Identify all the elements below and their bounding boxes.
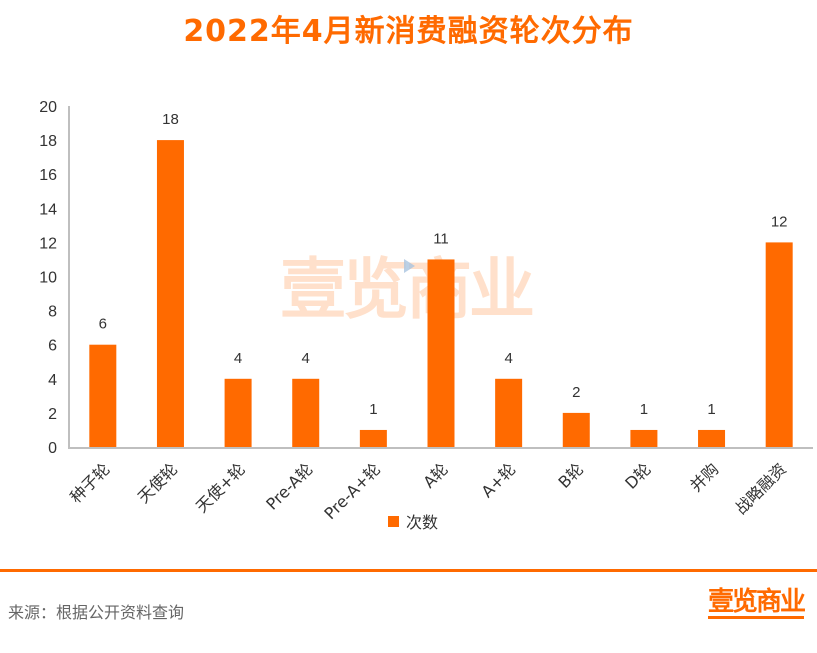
y-tick-label: 8: [48, 304, 57, 321]
bar: [156, 140, 184, 447]
y-tick-label: 12: [39, 235, 57, 252]
y-tick-label: 10: [39, 270, 57, 287]
bar-chart: 02468101214161820 6184 4111421 112 种子轮 天使轮天…: [39, 99, 813, 523]
legend-swatch: [388, 515, 399, 527]
legend: 次数: [388, 509, 438, 533]
data-label: 2: [572, 384, 580, 401]
data-label: 4: [234, 350, 242, 367]
legend-label: 次数: [406, 513, 439, 532]
y-tick-label: 14: [39, 201, 57, 218]
data-label: 1: [369, 401, 377, 418]
data-label: 18: [162, 111, 179, 128]
x-tick-label: 战略融资: [731, 459, 790, 518]
data-label: 11: [433, 230, 449, 247]
x-tick-label: 并购: [686, 459, 722, 495]
bar: [630, 429, 658, 447]
data-label: 12: [771, 213, 788, 230]
chart-title: 2022年4月新消费融资轮次分布: [183, 14, 634, 49]
y-tick-label: 4: [48, 372, 57, 389]
x-tick-label: 种子轮: [66, 459, 113, 506]
play-icon: [404, 259, 415, 273]
footer-divider: [0, 569, 817, 572]
source-note: 来源：根据公开资料查询: [8, 603, 185, 622]
x-tick-label: 天使+轮: [192, 459, 249, 516]
brand-logo: 壹览商业: [708, 587, 806, 619]
bar: [765, 242, 793, 447]
bar: [224, 378, 252, 447]
bar: [89, 344, 117, 447]
x-tick-label: A+轮: [477, 459, 519, 501]
data-label: 1: [707, 401, 715, 418]
bar: [427, 259, 455, 447]
y-tick-label: 18: [39, 133, 57, 150]
bar: [562, 412, 590, 447]
x-tick-label: A轮: [419, 459, 451, 491]
data-label: 1: [640, 401, 648, 418]
data-label: 4: [504, 350, 512, 367]
data-label: 4: [302, 350, 310, 367]
x-tick-label: D轮: [621, 459, 654, 492]
bar: [359, 429, 387, 447]
y-tick-label: 0: [48, 440, 57, 457]
bar: [698, 429, 726, 447]
x-tick-label: Pre-A+轮: [320, 459, 384, 523]
y-tick-label: 16: [39, 167, 57, 184]
y-tick-label: 2: [48, 406, 57, 423]
bars: [89, 140, 793, 447]
x-tick-label: B轮: [555, 459, 588, 492]
y-tick-label: 20: [39, 99, 57, 116]
y-tick-label: 6: [48, 338, 57, 355]
data-label: 6: [99, 316, 107, 333]
bar: [292, 378, 320, 447]
x-tick-label: Pre-A轮: [262, 459, 316, 513]
x-tick-label: 天使轮: [134, 459, 181, 506]
bar: [495, 378, 523, 447]
y-axis-ticks: 0 2 4 6 8 10 12 14 16 18 20: [39, 99, 57, 457]
